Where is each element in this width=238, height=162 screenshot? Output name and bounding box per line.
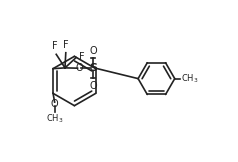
Text: F: F [79, 52, 85, 62]
Text: O: O [75, 63, 83, 73]
Text: O: O [89, 81, 97, 91]
Text: S: S [89, 63, 97, 73]
Text: O: O [89, 46, 97, 56]
Text: CH$_3$: CH$_3$ [181, 72, 198, 85]
Text: CH$_3$: CH$_3$ [46, 113, 63, 125]
Text: O: O [51, 99, 59, 109]
Text: F: F [63, 40, 68, 50]
Text: F: F [52, 41, 58, 52]
